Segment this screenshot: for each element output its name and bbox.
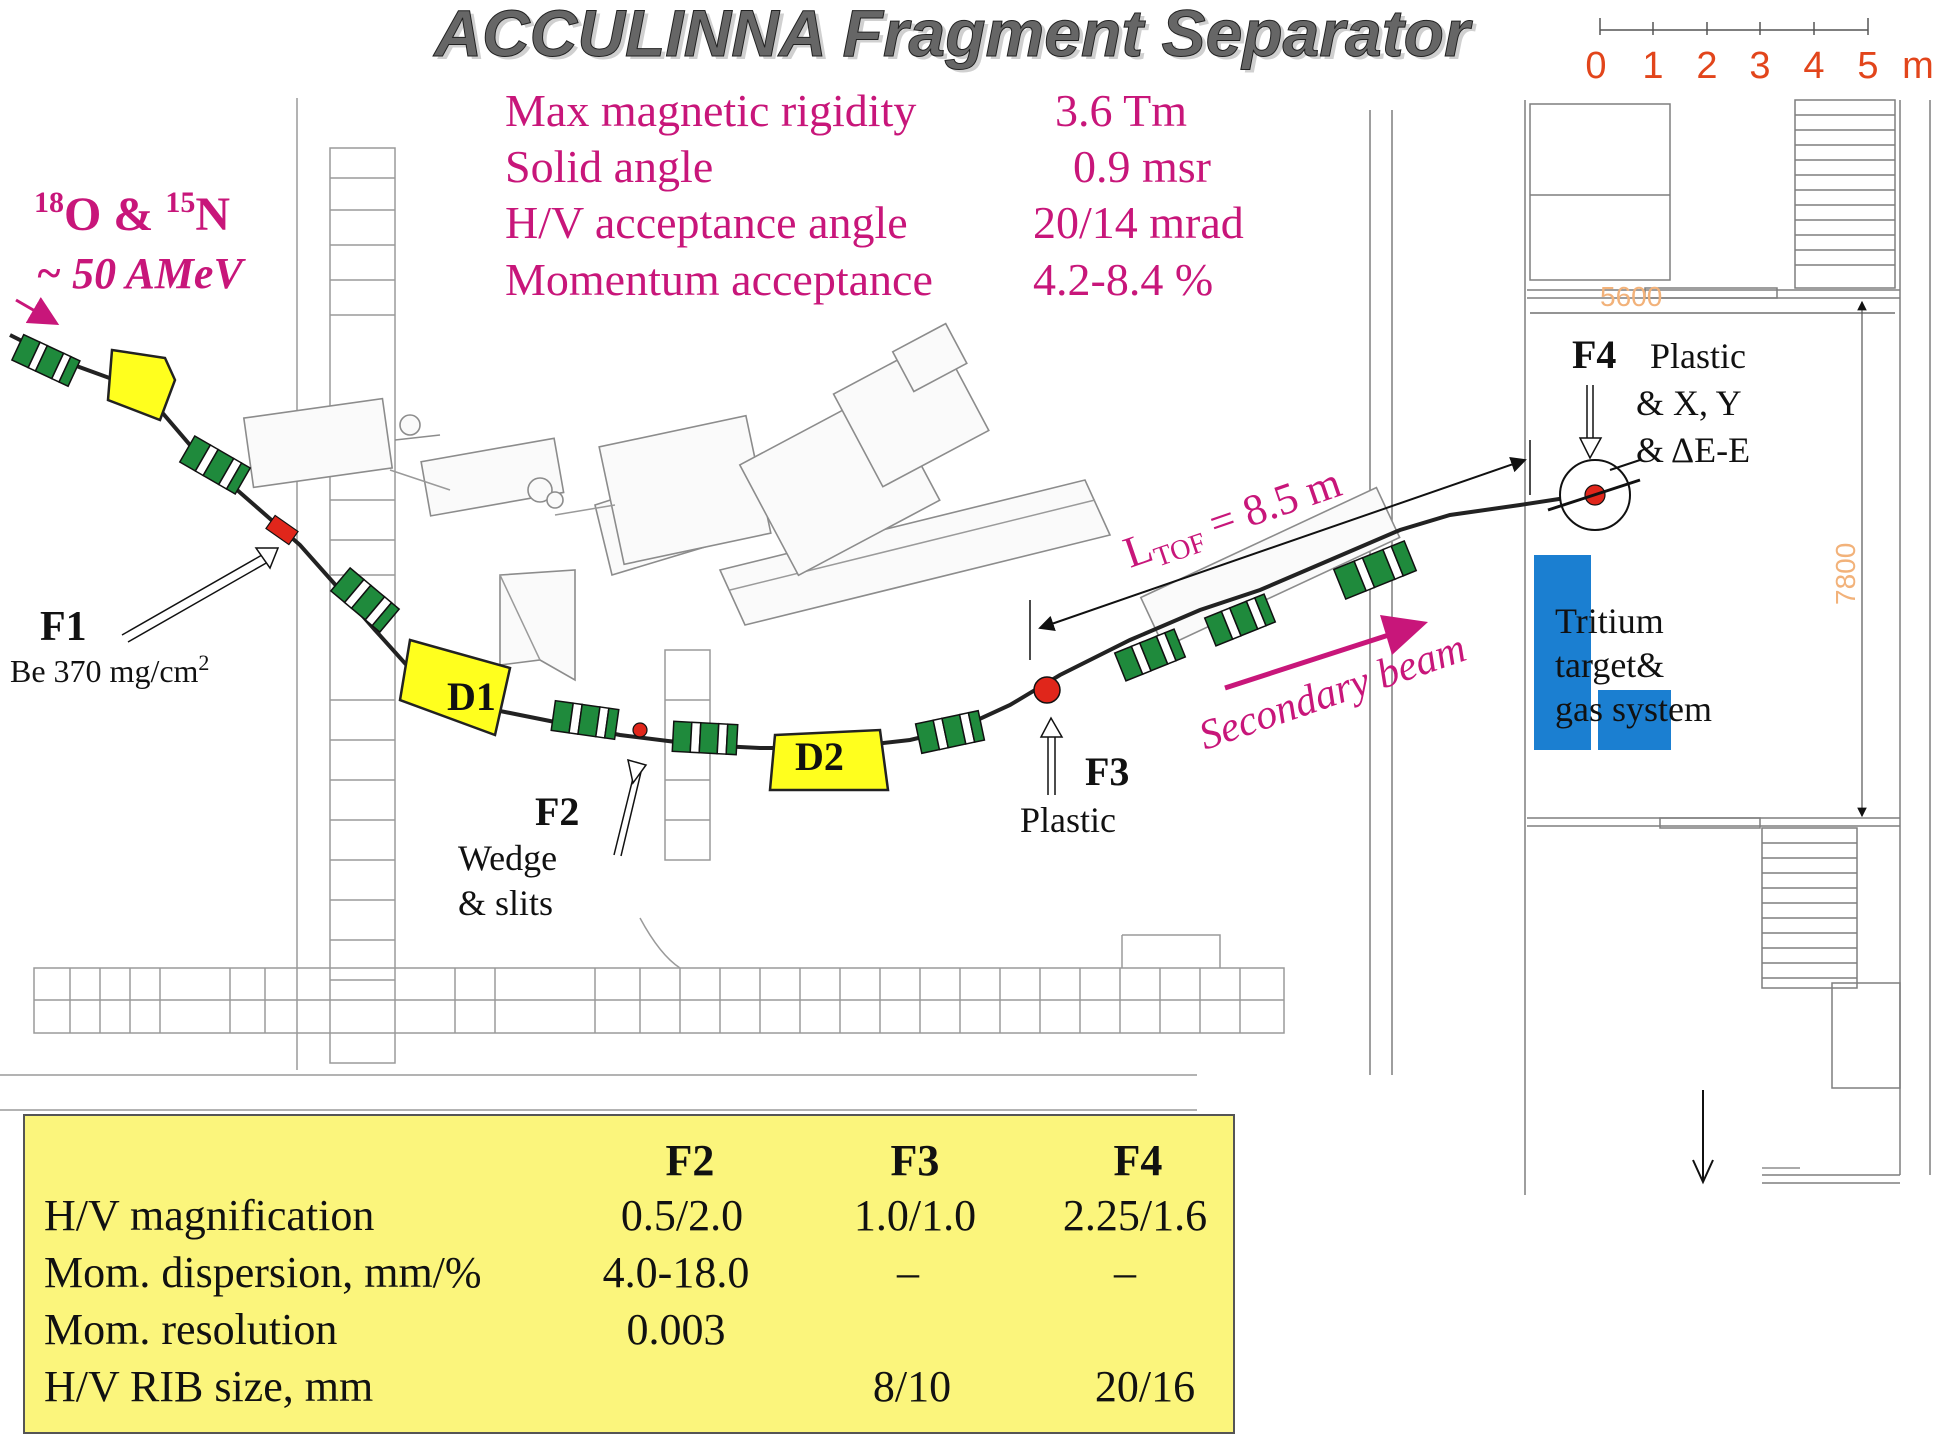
spec-label-0: Max magnetic rigidity xyxy=(505,85,916,136)
table-row-2-label: Mom. resolution xyxy=(44,1305,337,1354)
quad-5 xyxy=(671,720,739,756)
parameter-table: F2 F3 F4 H/V magnification 0.5/2.0 1.0/1… xyxy=(23,1114,1235,1434)
f3-name: F3 xyxy=(1085,749,1129,794)
dipole-d2 xyxy=(768,728,890,792)
tritium-block-1 xyxy=(1534,555,1591,750)
table-header-f3: F3 xyxy=(891,1136,940,1185)
tritium-block-2 xyxy=(1598,690,1671,750)
quad-2 xyxy=(178,434,252,496)
d2-label: D2 xyxy=(795,734,844,779)
beam-o-element: O & xyxy=(64,188,165,241)
building-walls xyxy=(0,98,1931,1195)
dimension-width: 5600 xyxy=(1600,281,1662,312)
f4-chamber xyxy=(1547,459,1641,531)
f3-detail: Plastic xyxy=(1020,800,1116,840)
scale-unit: m xyxy=(1902,45,1934,87)
table-row-3-f4: 20/16 xyxy=(1095,1362,1195,1411)
table-row-3-f3: 8/10 xyxy=(873,1362,951,1411)
scale-tick-0: 0 xyxy=(1585,45,1606,87)
spec-label-2: H/V acceptance angle xyxy=(505,197,908,248)
title-shadow: ACCULINNA Fragment Separator xyxy=(436,0,1477,73)
table-row-1-label: Mom. dispersion, mm/% xyxy=(44,1248,482,1297)
spec-value-3: 4.2-8.4 % xyxy=(1033,254,1213,305)
f2-point xyxy=(632,722,648,738)
f2-detail-2: & slits xyxy=(458,883,553,923)
focus-labels: F1 Be 370 mg/cm2 F2 Wedge & slits F3 Pla… xyxy=(10,332,1750,923)
f1-target xyxy=(265,514,299,546)
scale-tick-4: 4 xyxy=(1803,45,1824,87)
f4-detail-1: Plastic xyxy=(1650,336,1746,376)
dipole-entry xyxy=(106,348,177,422)
quad-4 xyxy=(550,699,620,741)
table-row-1-f3: – xyxy=(896,1248,920,1297)
beam-o-mass: 18 xyxy=(34,186,64,219)
f2-detail-1: Wedge xyxy=(458,838,557,878)
tritium-line-2: target& xyxy=(1555,645,1664,685)
spec-value-2: 20/14 mrad xyxy=(1033,197,1244,248)
f3-point xyxy=(1033,676,1061,704)
page-title: ACCULINNA Fragment Separator xyxy=(432,0,1473,70)
d1-label: D1 xyxy=(447,674,496,719)
f4-detail-2: & X, Y xyxy=(1636,383,1742,423)
quad-7 xyxy=(1113,628,1187,682)
f1-detail-sup: 2 xyxy=(198,650,209,675)
quad-1 xyxy=(10,333,81,388)
tof-sub: TOF xyxy=(1150,527,1210,573)
table-row-0-f3: 1.0/1.0 xyxy=(854,1191,976,1240)
table-row-1-f2: 4.0-18.0 xyxy=(603,1248,750,1297)
table-header-f2: F2 xyxy=(666,1136,715,1185)
scale-bar: 0 1 2 3 4 5 m xyxy=(1585,18,1934,87)
table-row-0-f2: 0.5/2.0 xyxy=(621,1191,743,1240)
scale-tick-3: 3 xyxy=(1749,45,1770,87)
scale-tick-1: 1 xyxy=(1642,45,1663,87)
quad-6 xyxy=(914,709,986,755)
svg-text:Be 370 mg/cm2: Be 370 mg/cm2 xyxy=(10,650,209,689)
tritium-line-3: gas system xyxy=(1555,689,1712,729)
spec-list: Max magnetic rigidity 3.6 Tm Solid angle… xyxy=(505,85,1244,305)
svg-text:18O & 15N: 18O & 15N xyxy=(34,186,230,241)
table-row-1-f4: – xyxy=(1113,1248,1137,1297)
beam-energy: ~ 50 AMeV xyxy=(36,249,246,298)
f4-detail-3: & ΔE-E xyxy=(1636,430,1750,470)
table-row-0-f4: 2.25/1.6 xyxy=(1063,1191,1207,1240)
f2-name: F2 xyxy=(535,789,579,834)
quad-3 xyxy=(329,566,401,634)
primary-beam-label: 18O & 15N ~ 50 AMeV xyxy=(15,186,246,326)
dipole-d1 xyxy=(398,638,512,737)
f1-detail: Be 370 mg/cm xyxy=(10,653,199,689)
beam-n-element: N xyxy=(195,188,230,241)
scale-tick-2: 2 xyxy=(1696,45,1717,87)
table-header-f4: F4 xyxy=(1114,1136,1163,1185)
spec-value-0: 3.6 Tm xyxy=(1055,85,1187,136)
f1-name: F1 xyxy=(40,604,87,650)
scale-tick-5: 5 xyxy=(1857,45,1878,87)
table-row-3-label: H/V RIB size, mm xyxy=(44,1362,373,1411)
spec-value-1: 0.9 msr xyxy=(1073,141,1211,192)
table-row-2-f2: 0.003 xyxy=(627,1305,726,1354)
tritium-line-1: Tritium xyxy=(1555,601,1664,641)
secondary-beam-label: Secondary beam xyxy=(1193,625,1472,759)
dipole-magnets: D1 D2 xyxy=(106,348,890,792)
ghost-beamline xyxy=(242,322,1401,682)
spec-label-3: Momentum acceptance xyxy=(505,254,933,305)
f4-name: F4 xyxy=(1572,332,1616,377)
spec-label-1: Solid angle xyxy=(505,141,713,192)
table-row-0-label: H/V magnification xyxy=(44,1191,374,1240)
dimension-height: 7800 xyxy=(1830,543,1861,605)
beam-n-mass: 15 xyxy=(165,186,195,219)
